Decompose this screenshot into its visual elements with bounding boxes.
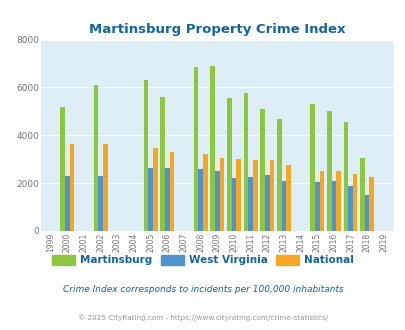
Bar — [276, 118, 281, 231]
Bar — [153, 148, 157, 231]
Bar — [335, 171, 340, 231]
Bar — [352, 174, 357, 231]
Bar — [202, 154, 207, 231]
Bar — [326, 112, 331, 231]
Bar — [93, 85, 98, 231]
Bar — [164, 168, 169, 231]
Bar — [60, 107, 65, 231]
Bar — [243, 93, 247, 231]
Bar — [226, 98, 231, 231]
Bar — [214, 171, 219, 231]
Bar — [281, 181, 286, 231]
Bar — [252, 160, 257, 231]
Bar — [319, 171, 323, 231]
Bar — [231, 178, 236, 231]
Bar — [98, 176, 102, 231]
Bar — [364, 195, 369, 231]
Bar — [286, 165, 290, 231]
Bar — [347, 185, 352, 231]
Bar — [359, 158, 364, 231]
Bar — [198, 169, 202, 231]
Bar — [369, 177, 373, 231]
Text: © 2025 CityRating.com - https://www.cityrating.com/crime-statistics/: © 2025 CityRating.com - https://www.city… — [78, 314, 327, 321]
Bar — [260, 109, 264, 231]
Bar — [264, 175, 269, 231]
Bar — [247, 177, 252, 231]
Bar — [309, 104, 314, 231]
Bar — [69, 144, 74, 231]
Bar — [148, 168, 153, 231]
Bar — [169, 152, 174, 231]
Bar — [143, 80, 148, 231]
Legend: Martinsburg, West Virginia, National: Martinsburg, West Virginia, National — [48, 251, 357, 270]
Title: Martinsburg Property Crime Index: Martinsburg Property Crime Index — [89, 23, 345, 36]
Text: Crime Index corresponds to incidents per 100,000 inhabitants: Crime Index corresponds to incidents per… — [62, 285, 343, 294]
Bar — [193, 67, 198, 231]
Bar — [269, 160, 273, 231]
Bar — [236, 159, 240, 231]
Bar — [65, 176, 69, 231]
Bar — [343, 122, 347, 231]
Bar — [102, 144, 107, 231]
Bar — [160, 97, 164, 231]
Bar — [219, 158, 224, 231]
Bar — [331, 181, 335, 231]
Bar — [314, 182, 319, 231]
Bar — [210, 66, 214, 231]
